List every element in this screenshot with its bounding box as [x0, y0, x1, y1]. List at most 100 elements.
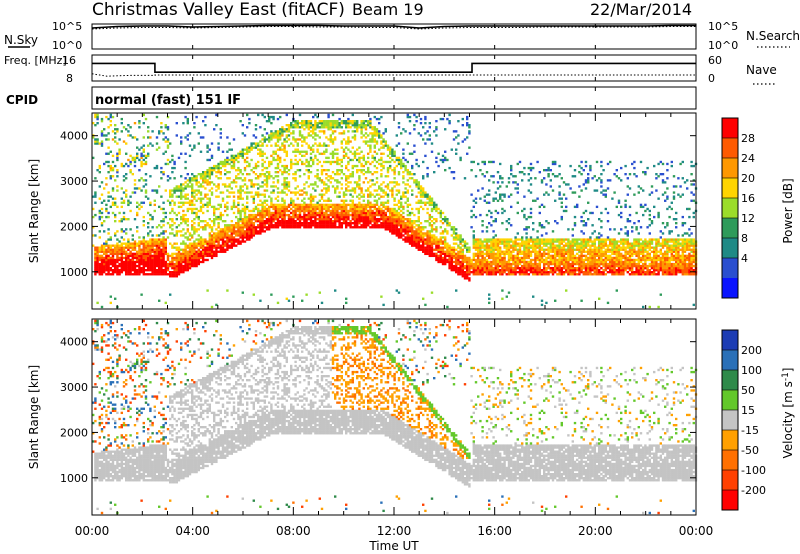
power-cell: [389, 224, 392, 227]
power-cell: [276, 187, 280, 190]
freq-label: Freq. [MHz]: [4, 54, 67, 67]
power-cell: [415, 220, 418, 223]
power-cell: [342, 120, 346, 123]
power-cell: [265, 199, 269, 202]
power-cell: [155, 244, 159, 247]
power-cell: [444, 128, 447, 131]
power-cell: [314, 213, 317, 217]
power-cell: [105, 138, 108, 141]
power-cell: [206, 248, 209, 251]
power-cell: [235, 156, 238, 160]
power-cell: [380, 169, 383, 172]
power-cell: [378, 207, 381, 211]
power-cell: [358, 209, 361, 213]
power-cell: [290, 124, 293, 127]
power-cell: [422, 248, 425, 251]
power-cell: [254, 183, 258, 186]
power-cell: [210, 234, 214, 237]
power-cell: [331, 138, 335, 141]
power-cell: [162, 171, 165, 174]
power-cell: [474, 215, 478, 219]
power-cell: [375, 166, 379, 170]
power-cell: [384, 130, 387, 133]
power-cell: [499, 195, 502, 198]
power-cell: [232, 199, 236, 202]
power-cell: [191, 220, 194, 223]
power-cell: [100, 254, 104, 258]
power-cell: [479, 242, 482, 245]
power-cell: [301, 140, 304, 143]
power-cell: [408, 240, 412, 243]
power-cell: [261, 169, 264, 172]
power-cell: [261, 203, 264, 207]
power-cell: [290, 207, 293, 211]
power-cell: [224, 242, 227, 245]
power-cell: [195, 211, 198, 215]
power-cell: [171, 199, 174, 202]
power-cell: [98, 254, 101, 258]
power-cell: [428, 122, 431, 125]
power-cell: [514, 236, 517, 239]
power-cell: [241, 150, 244, 153]
power-cell: [279, 211, 282, 215]
power-cell: [444, 260, 447, 264]
power-cell: [342, 138, 346, 141]
power-cell: [243, 134, 247, 137]
power-cell: [96, 142, 99, 145]
power-cell: [116, 238, 119, 241]
power-cell: [175, 254, 178, 258]
power-cell: [417, 248, 420, 251]
power-cell: [463, 138, 467, 141]
power-cell: [206, 201, 209, 204]
power-cell: [272, 158, 275, 162]
power-cell: [166, 258, 170, 262]
power-cell: [329, 160, 332, 164]
power-cell: [224, 158, 227, 162]
power-cell: [217, 185, 220, 188]
power-cell: [100, 130, 104, 133]
power-cell: [479, 254, 482, 258]
power-cell: [122, 267, 126, 270]
power-cell: [96, 113, 99, 117]
power-cell: [331, 203, 335, 207]
power-cell: [358, 215, 361, 219]
power-cell: [356, 169, 359, 172]
power-cell: [402, 193, 405, 196]
power-cell: [197, 248, 200, 251]
power-cell: [463, 258, 467, 262]
power-cell: [120, 117, 123, 121]
power-cell: [380, 207, 383, 211]
power-cell: [380, 209, 383, 213]
power-cell: [268, 195, 271, 198]
power-cell: [364, 128, 368, 131]
power-cell: [169, 275, 172, 278]
power-cell: [171, 254, 174, 258]
power-cell: [514, 262, 517, 266]
power-cell: [523, 195, 526, 198]
power-cell: [446, 232, 449, 235]
power-cell: [226, 248, 229, 251]
power-cell: [155, 148, 159, 151]
power-cell: [252, 199, 255, 202]
power-cell: [281, 209, 284, 213]
power-cell: [221, 248, 225, 251]
power-cell: [505, 267, 508, 270]
power-cell: [208, 148, 211, 151]
power-cell: [382, 226, 385, 229]
power-cell: [215, 228, 218, 231]
power-cell: [369, 215, 372, 219]
power-cell: [133, 254, 137, 258]
power-cell: [257, 187, 260, 190]
power-cell: [138, 236, 141, 239]
power-cell: [252, 146, 255, 149]
power-cell: [142, 260, 145, 264]
power-cell: [386, 228, 390, 231]
power-cell: [281, 173, 284, 176]
power-cell: [340, 171, 343, 174]
power-cell: [114, 232, 117, 235]
power-cell: [439, 250, 442, 253]
power-cell: [98, 267, 101, 270]
power-cell: [360, 132, 363, 135]
power-cell: [103, 271, 106, 274]
power-cell: [347, 160, 350, 164]
